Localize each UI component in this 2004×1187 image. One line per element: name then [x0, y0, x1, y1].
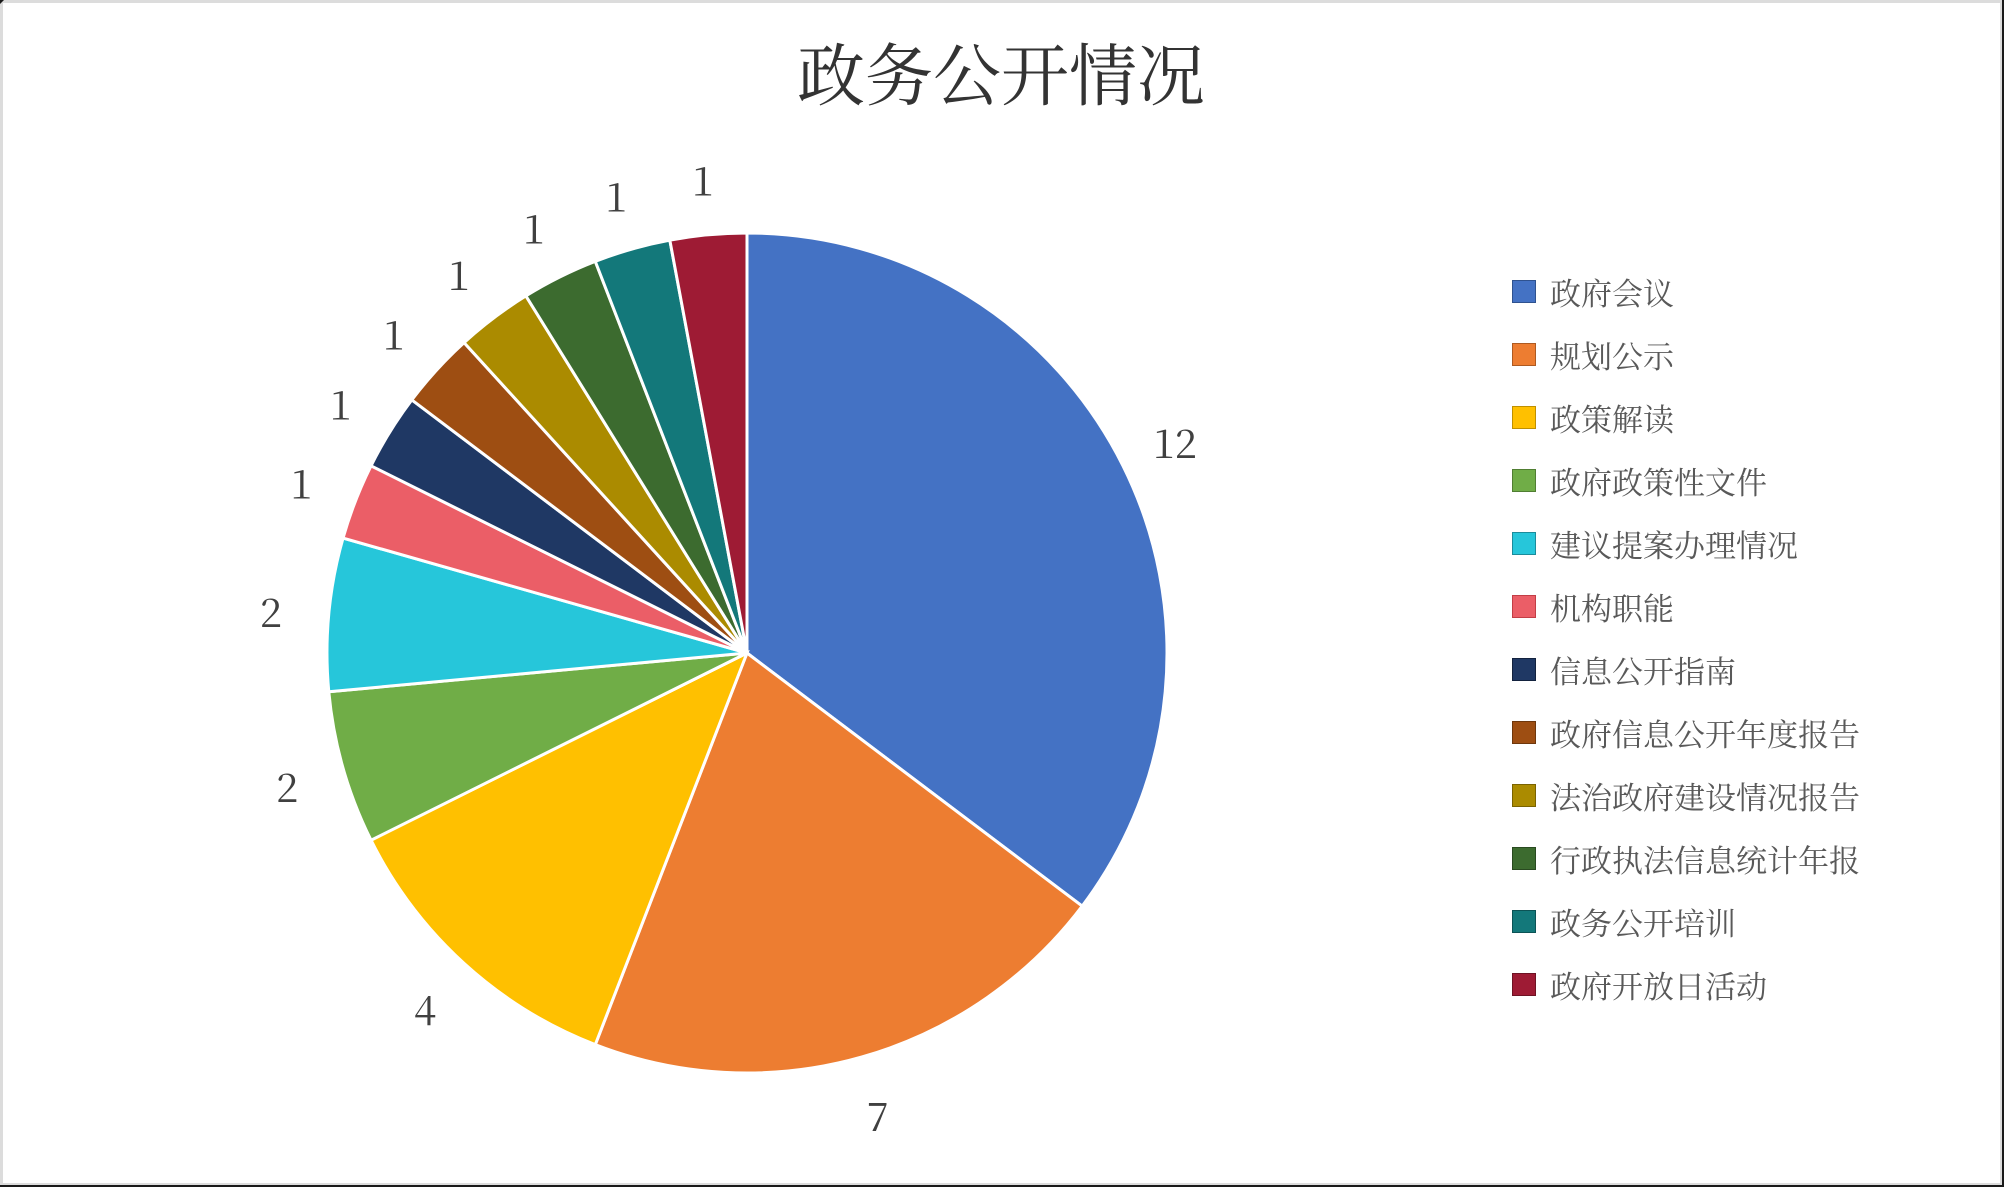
svg-text:2: 2: [276, 757, 298, 814]
svg-text:1: 1: [290, 454, 312, 511]
svg-text:1: 1: [330, 375, 352, 432]
svg-text:7: 7: [867, 1086, 889, 1143]
svg-text:1: 1: [383, 304, 405, 361]
svg-text:1: 1: [523, 198, 545, 255]
svg-text:12: 12: [1153, 413, 1197, 470]
svg-text:1: 1: [605, 166, 627, 223]
svg-text:1: 1: [448, 245, 470, 302]
svg-text:4: 4: [414, 979, 436, 1036]
svg-text:2: 2: [260, 582, 282, 639]
svg-text:1: 1: [692, 150, 714, 207]
